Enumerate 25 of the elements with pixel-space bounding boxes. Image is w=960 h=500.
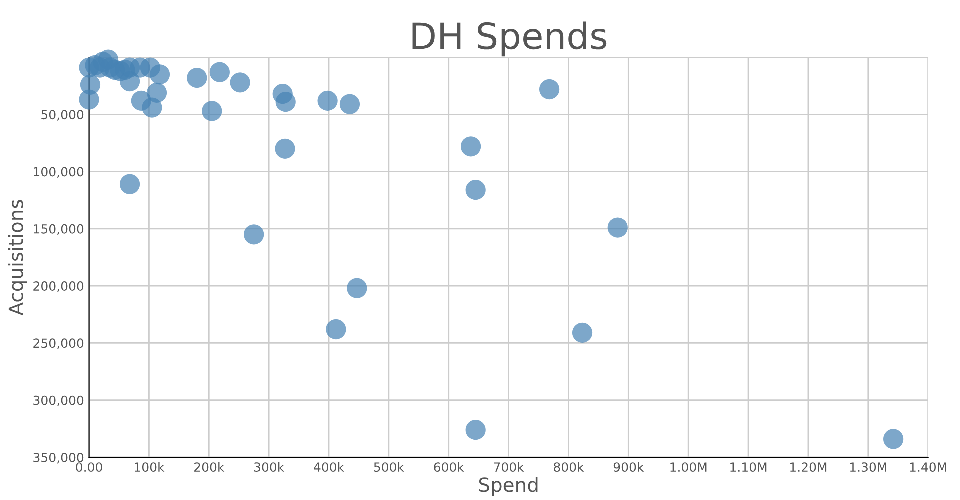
y-tick-label: 150,000: [34, 224, 84, 236]
chart-title: DH Spends: [412, 22, 607, 57]
x-tick-label: 700k: [494, 462, 524, 472]
x-tick-label: 800k: [554, 462, 584, 472]
y-tick-label: 300,000: [34, 396, 84, 407]
y-tick-label: 250,000: [34, 338, 84, 350]
y-tick-label: 350,000: [34, 452, 84, 464]
x-tick-label: 600k: [434, 462, 464, 472]
x-tick-label: 1.30M: [850, 462, 886, 472]
x-tick-label: 1.20M: [790, 462, 827, 472]
x-tick-label: 100k: [135, 462, 165, 472]
x-tick-label: 0.00: [76, 462, 102, 472]
x-tick-label: 1.10M: [730, 462, 767, 472]
x-tick-label: 1.40M: [910, 462, 946, 472]
x-tick-label: 500k: [374, 462, 404, 472]
y-tick-label: 50,000: [42, 110, 84, 121]
x-tick-label: 400k: [314, 462, 345, 472]
y-axis-title: Acquisitions: [8, 200, 28, 316]
x-tick-label: 1.00M: [670, 462, 707, 472]
x-axis-title: Spend: [479, 477, 538, 496]
x-tick-label: 900k: [614, 462, 644, 472]
y-tick-label: 200,000: [34, 282, 84, 292]
x-tick-label: 300k: [254, 462, 285, 472]
x-tick-label: 200k: [194, 462, 225, 472]
y-tick-label: 100,000: [34, 167, 84, 178]
